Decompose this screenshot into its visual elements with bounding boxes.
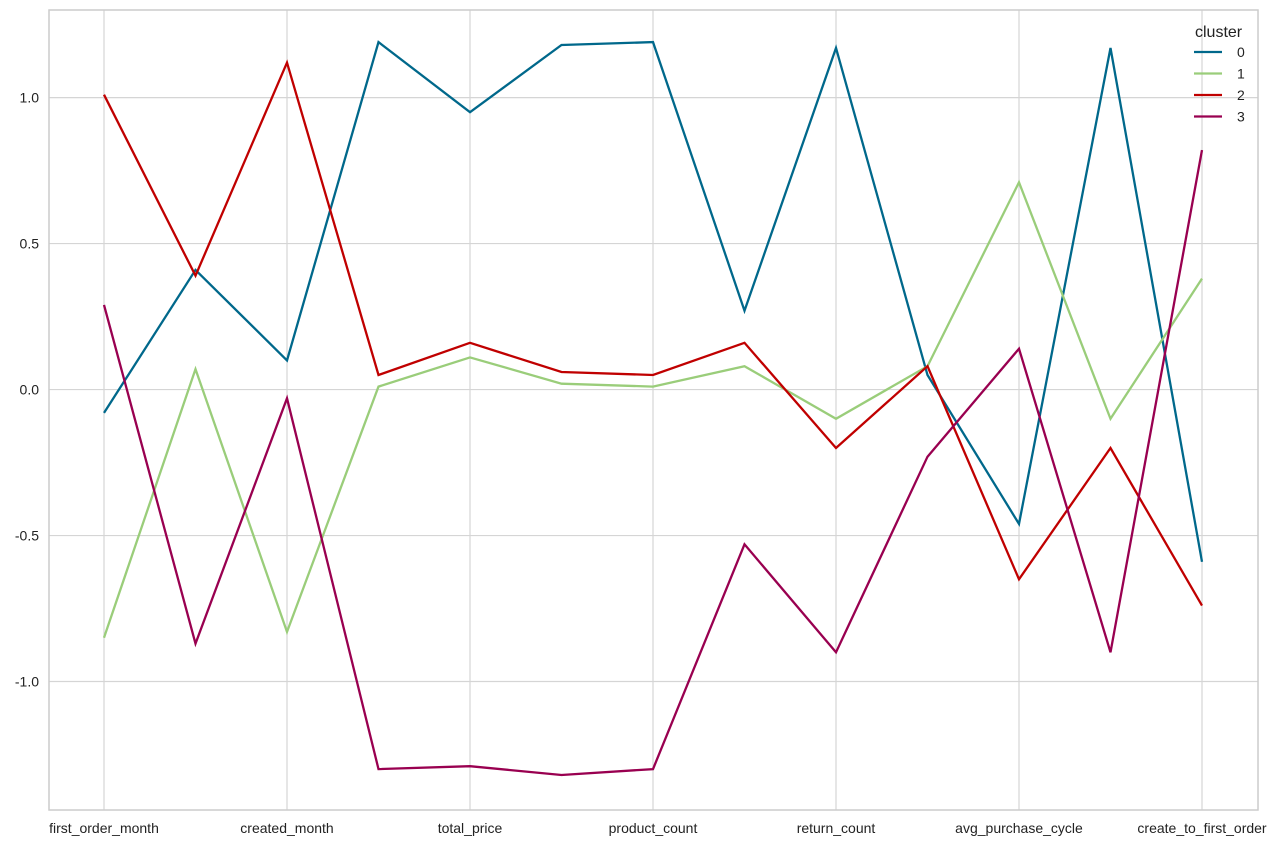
series-line-2 (102, 59, 1203, 607)
series-line-0 (103, 40, 1204, 563)
x-tick-label: first_order_month (49, 820, 159, 836)
legend-label-0: 0 (1237, 44, 1245, 60)
x-tick-label: avg_purchase_cycle (955, 820, 1083, 836)
x-axis-ticks: first_order_month created_month total_pric… (49, 820, 1267, 836)
x-tick-label: total_price (438, 820, 503, 836)
x-tick-label: product_count (609, 820, 698, 836)
legend: cluster 0 1 2 3 (1194, 24, 1245, 125)
y-tick-label: -1.0 (15, 674, 39, 690)
y-tick-label: -0.5 (15, 528, 39, 544)
y-tick-label: 1.0 (20, 90, 40, 106)
plot-frame (48, 9, 1259, 811)
y-tick-label: 0.0 (20, 382, 40, 398)
x-tick-label: created_month (240, 820, 333, 836)
series-line-3 (102, 149, 1204, 777)
y-axis-ticks: -1.0 -0.5 0.0 0.5 1.0 (15, 90, 39, 690)
x-tick-label: return_count (797, 820, 876, 836)
x-tick-label: create_to_first_order (1137, 820, 1267, 836)
grid (49, 10, 1258, 810)
series-lines (102, 40, 1204, 777)
legend-title: cluster (1195, 24, 1243, 41)
legend-label-3: 3 (1237, 109, 1245, 125)
series-line-1 (102, 179, 1203, 639)
legend-label-1: 1 (1237, 66, 1245, 82)
y-tick-label: 0.5 (20, 236, 40, 252)
legend-label-2: 2 (1237, 87, 1245, 103)
